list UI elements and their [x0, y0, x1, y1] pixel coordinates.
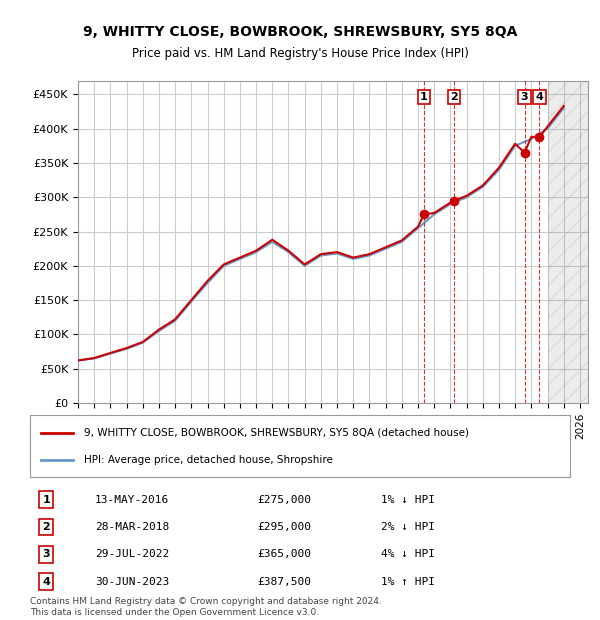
Bar — [548, 81, 588, 403]
Text: 3: 3 — [43, 549, 50, 559]
Text: £365,000: £365,000 — [257, 549, 311, 559]
Text: £387,500: £387,500 — [257, 577, 311, 587]
Text: £295,000: £295,000 — [257, 522, 311, 532]
Text: 1: 1 — [43, 495, 50, 505]
Text: 29-JUL-2022: 29-JUL-2022 — [95, 549, 169, 559]
Text: 9, WHITTY CLOSE, BOWBROOK, SHREWSBURY, SY5 8QA (detached house): 9, WHITTY CLOSE, BOWBROOK, SHREWSBURY, S… — [84, 428, 469, 438]
Text: Contains HM Land Registry data © Crown copyright and database right 2024.
This d: Contains HM Land Registry data © Crown c… — [30, 598, 382, 617]
Text: 28-MAR-2018: 28-MAR-2018 — [95, 522, 169, 532]
Text: 1% ↓ HPI: 1% ↓ HPI — [381, 495, 435, 505]
Text: 2: 2 — [43, 522, 50, 532]
Text: 4: 4 — [42, 577, 50, 587]
Text: 2: 2 — [451, 92, 458, 102]
Text: 13-MAY-2016: 13-MAY-2016 — [95, 495, 169, 505]
Text: Price paid vs. HM Land Registry's House Price Index (HPI): Price paid vs. HM Land Registry's House … — [131, 46, 469, 60]
Text: 2% ↓ HPI: 2% ↓ HPI — [381, 522, 435, 532]
Text: 9, WHITTY CLOSE, BOWBROOK, SHREWSBURY, SY5 8QA: 9, WHITTY CLOSE, BOWBROOK, SHREWSBURY, S… — [83, 25, 517, 39]
Text: 4: 4 — [535, 92, 544, 102]
Text: 4% ↓ HPI: 4% ↓ HPI — [381, 549, 435, 559]
Text: 1% ↑ HPI: 1% ↑ HPI — [381, 577, 435, 587]
Text: 30-JUN-2023: 30-JUN-2023 — [95, 577, 169, 587]
Text: 3: 3 — [521, 92, 529, 102]
Text: 1: 1 — [420, 92, 428, 102]
Text: £275,000: £275,000 — [257, 495, 311, 505]
Text: HPI: Average price, detached house, Shropshire: HPI: Average price, detached house, Shro… — [84, 455, 333, 465]
